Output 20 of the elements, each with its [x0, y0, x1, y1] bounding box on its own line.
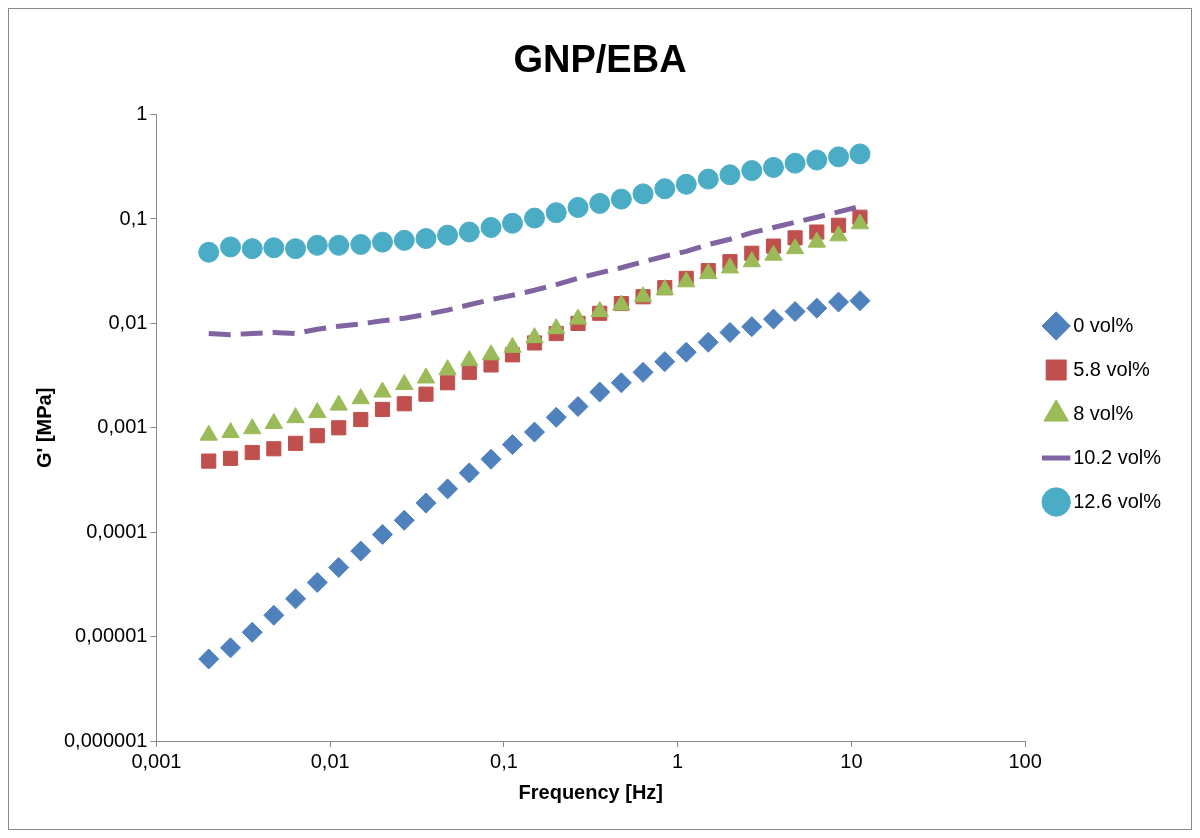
y-tick-label: 0,1: [119, 206, 148, 229]
x-axis-title: Frequency [Hz]: [518, 780, 664, 803]
y-tick-label: 0,000001: [64, 728, 148, 751]
legend-label: 10.2 vol%: [1073, 445, 1162, 468]
y-tick-label: 0,0001: [86, 519, 148, 542]
y-tick-label: 0,00001: [75, 624, 148, 647]
y-axis-title: G' [MPa]: [32, 387, 55, 468]
x-tick-label: 1: [672, 749, 684, 772]
y-tick-label: 0,001: [97, 415, 148, 438]
x-tick-label: 0,01: [310, 749, 350, 772]
x-tick-label: 100: [1008, 749, 1042, 772]
legend-label: 12.6 vol%: [1073, 489, 1162, 512]
x-tick-label: 0,1: [490, 749, 518, 772]
chart-title: GNP/EBA: [513, 38, 687, 81]
y-tick-label: 0,01: [108, 310, 148, 333]
x-tick-label: 10: [840, 749, 863, 772]
legend-label: 8 vol%: [1073, 401, 1134, 424]
legend-label: 0 vol%: [1073, 313, 1134, 336]
legend-label: 5.8 vol%: [1073, 357, 1151, 380]
y-tick-label: 1: [136, 102, 148, 125]
